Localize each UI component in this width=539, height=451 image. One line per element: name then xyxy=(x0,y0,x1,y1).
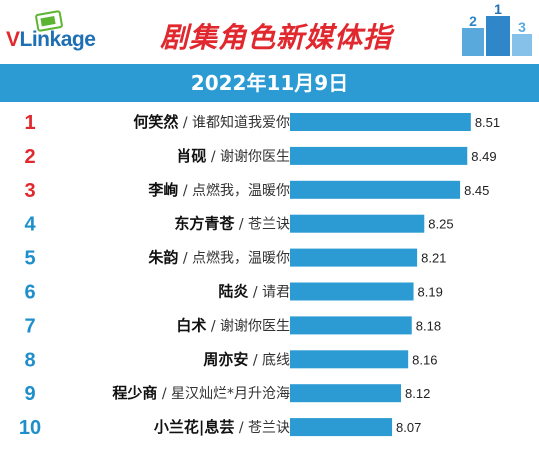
value-label: 8.07 xyxy=(396,420,421,435)
character-name: 何笑然 xyxy=(133,113,178,131)
value-label: 8.18 xyxy=(416,318,441,333)
category-label: 陆炎 / 请君 xyxy=(218,283,290,301)
rank-label: 8 xyxy=(24,349,35,371)
logo-text: VLinkage xyxy=(6,28,96,51)
value-label: 8.12 xyxy=(405,386,430,401)
value-label: 8.45 xyxy=(464,183,489,198)
bar xyxy=(290,282,414,301)
rank-label: 1 xyxy=(24,112,35,134)
category-label: 小兰花|息芸 / 苍兰诀 xyxy=(154,418,290,437)
bar xyxy=(290,248,418,267)
svg-text:2: 2 xyxy=(469,13,477,29)
logo-card-icon xyxy=(35,10,63,32)
bar xyxy=(290,214,425,233)
value-label: 8.49 xyxy=(471,149,496,164)
category-label: 白术 / 谢谢你医生 xyxy=(176,316,290,334)
page-title: 剧集角色新媒体指 xyxy=(160,21,393,54)
category-label: 周亦安 / 底线 xyxy=(203,350,290,368)
character-name: 陆炎 xyxy=(218,283,248,301)
ranking-bar-chart: 1 何笑然 / 谁都知道我爱你 8.51 2 肖砚 / 谢谢你医生 8.49 3 李峋 / 点… xyxy=(19,112,500,439)
drama-title: / 请君 xyxy=(248,285,290,301)
drama-title: / 底线 xyxy=(248,352,290,368)
value-label: 8.21 xyxy=(421,251,446,266)
drama-title: / 谁都知道我爱你 xyxy=(178,114,290,131)
date-banner: 2022年11月9日 xyxy=(0,64,539,102)
character-name: 肖砚 xyxy=(176,147,206,165)
vlinkage-logo: VLinkage xyxy=(6,10,118,54)
category-label: 肖砚 / 谢谢你医生 xyxy=(176,147,290,165)
character-name: 小兰花|息芸 xyxy=(154,418,234,437)
rank-label: 3 xyxy=(24,180,35,202)
category-label: 东方青苍 / 苍兰诀 xyxy=(174,215,290,233)
podium-icon: 2 1 3 xyxy=(462,4,532,56)
value-label: 8.16 xyxy=(412,352,437,367)
rank-label: 6 xyxy=(24,282,35,304)
character-name: 周亦安 xyxy=(203,350,248,368)
rank-label: 4 xyxy=(24,214,36,236)
rank-label: 5 xyxy=(24,248,35,270)
value-label: 8.19 xyxy=(418,285,443,300)
rank-label: 7 xyxy=(24,315,35,337)
category-label: 朱韵 / 点燃我，温暖你 xyxy=(148,249,290,267)
category-label: 何笑然 / 谁都知道我爱你 xyxy=(133,113,290,131)
svg-text:3: 3 xyxy=(518,19,526,35)
rank-label: 2 xyxy=(24,146,35,168)
bar xyxy=(290,180,461,199)
drama-title: / 点燃我，温暖你 xyxy=(178,182,290,199)
value-label: 8.51 xyxy=(475,115,500,130)
character-name: 白术 xyxy=(176,316,206,334)
date-label: 2022年11月9日 xyxy=(190,71,349,95)
character-name: 程少商 xyxy=(112,384,157,402)
bar xyxy=(290,113,471,131)
drama-title: / 谢谢你医生 xyxy=(206,149,290,165)
drama-title: / 点燃我，温暖你 xyxy=(178,250,290,267)
svg-text:1: 1 xyxy=(494,4,502,17)
character-name: 李峋 xyxy=(147,181,178,199)
bar xyxy=(290,384,402,403)
category-label: 李峋 / 点燃我，温暖你 xyxy=(147,181,290,199)
bar xyxy=(290,418,393,437)
bar xyxy=(290,350,409,369)
category-label: 程少商 / 星汉灿烂*月升沧海 xyxy=(112,384,290,402)
value-label: 8.25 xyxy=(428,217,453,232)
drama-title: / 星汉灿烂*月升沧海 xyxy=(157,385,290,402)
drama-title: / 苍兰诀 xyxy=(234,420,290,436)
bar xyxy=(290,146,468,165)
character-name: 朱韵 xyxy=(148,249,178,267)
character-name: 东方青苍 xyxy=(174,215,235,233)
rank-label: 10 xyxy=(19,417,41,439)
bar xyxy=(290,316,412,335)
drama-title: / 苍兰诀 xyxy=(234,217,290,233)
drama-title: / 谢谢你医生 xyxy=(206,318,290,334)
rank-label: 9 xyxy=(24,383,35,405)
